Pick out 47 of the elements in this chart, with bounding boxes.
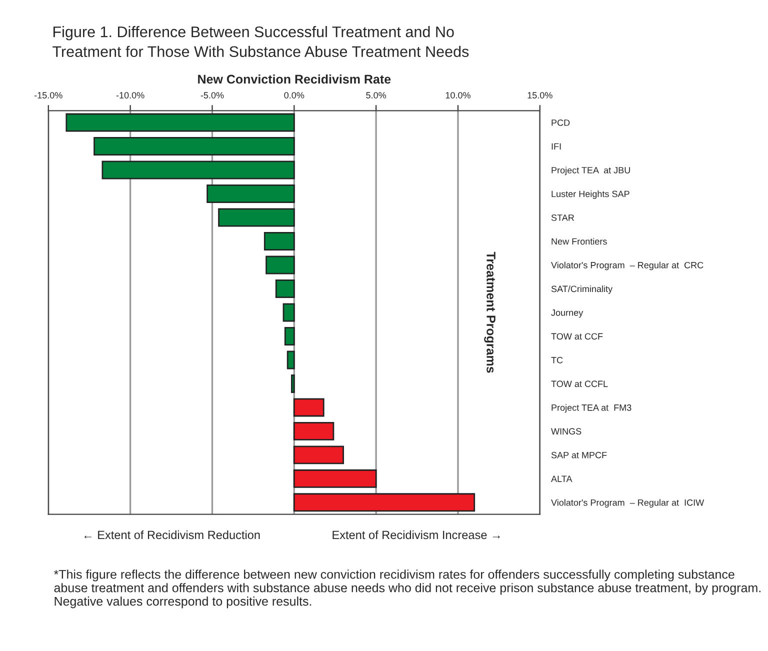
y-tick-label: ALTA: [551, 476, 572, 482]
bar: [293, 446, 344, 464]
bar: [266, 256, 295, 274]
bar: [66, 113, 295, 132]
y-tick-label: PCD: [552, 120, 570, 126]
x-tick-label: -15.0%: [34, 92, 62, 98]
y-tick-label: New Frontiers: [552, 238, 607, 245]
bar: [293, 398, 324, 417]
y-axis-title: Treatment Programs: [484, 252, 496, 373]
bar: [284, 326, 295, 346]
bar: [282, 303, 295, 322]
bar: [293, 422, 334, 440]
bar: [206, 184, 295, 204]
text: ← Extent of Recidivism Reduction: [84, 530, 260, 540]
text: Extent of Recidivism Increase →: [332, 530, 500, 540]
x-tick-label: -5.0%: [200, 92, 224, 98]
bar: [264, 232, 295, 250]
bar: [293, 493, 476, 512]
y-tick-label: Violator's Program – Regular at CRC: [551, 262, 704, 270]
x-tick-label: -10.0%: [116, 92, 144, 98]
y-tick-label: TOW at CCF: [551, 333, 603, 340]
y-tick-label: Journey: [551, 310, 584, 318]
y-tick-label: TC: [551, 356, 563, 364]
y-tick-label: WINGS: [551, 428, 582, 435]
x-tick-label: 10.0%: [446, 92, 470, 98]
y-tick-label: Luster Heights SAP: [552, 190, 630, 199]
bar: [102, 160, 295, 180]
y-tick-label: Project TEA at FM3: [552, 404, 632, 413]
bar: [286, 350, 295, 370]
y-tick-label: IFI: [552, 143, 561, 150]
y-tick-label: Violator's Program – Regular at ICIW: [551, 499, 704, 508]
bar: [94, 137, 295, 156]
y-tick-label: TOW at CCFL: [551, 380, 608, 388]
bar: [275, 279, 295, 298]
text: *This figure reflects the difference between new conviction recidivism rates for offenders successfully completing substance abuse treatment and offenders with substance abuse needs who did not receive prison substance abuse treatment, by program. Negative values correspond to positive results.: [54, 570, 760, 608]
y-tick-label: Project TEA at JBU: [552, 166, 630, 176]
x-tick-label: 0.0%: [284, 92, 304, 98]
x-tick-label: 15.0%: [528, 92, 552, 98]
bar: [290, 374, 295, 393]
x-axis-title: New Conviction Recidivism Rate: [198, 74, 391, 84]
x-tick-label: 5.0%: [366, 92, 386, 98]
bar: [218, 208, 295, 227]
bar: [293, 469, 377, 488]
y-tick-label: STAR: [551, 214, 574, 221]
y-tick-label: SAT/Criminality: [551, 285, 613, 294]
chart-title: Figure 1. Difference Between Successful Treatment and No Treatment for Those With Substance Abuse Treatment Needs: [52, 26, 469, 58]
y-tick-label: SAP at MPCF: [551, 452, 607, 458]
